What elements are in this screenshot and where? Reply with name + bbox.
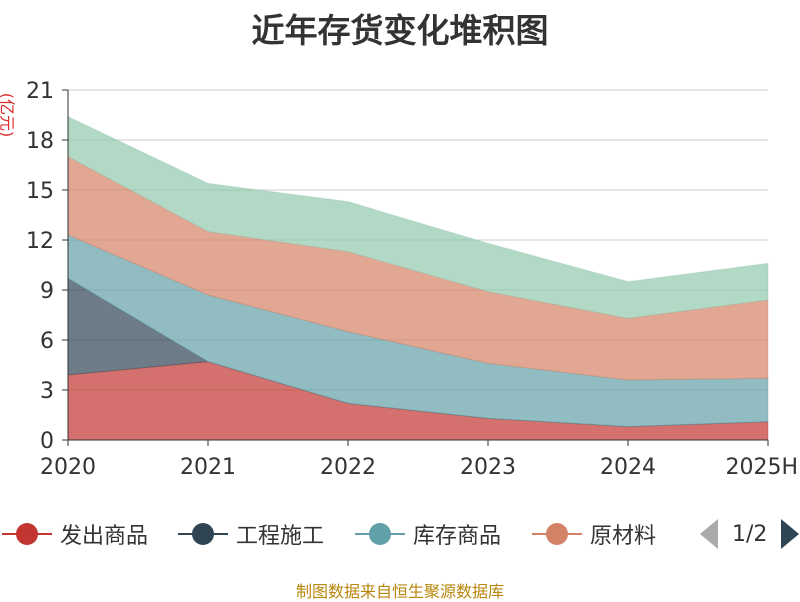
y-tick-label: 3 <box>40 379 54 404</box>
legend-item-1[interactable]: 工程施工 <box>178 514 324 554</box>
y-tick-label: 6 <box>40 329 54 354</box>
legend-item-2[interactable]: 库存商品 <box>355 514 501 554</box>
x-tick-label: 2020 <box>40 455 96 480</box>
area-series-4 <box>67 115 769 319</box>
legend-item-3[interactable]: 原材料 <box>532 514 656 554</box>
triangle-left-icon[interactable] <box>700 519 718 549</box>
legend-item-0[interactable]: 发出商品 <box>2 514 148 554</box>
legend-marker-icon <box>532 519 582 549</box>
axes <box>62 89 769 446</box>
y-tick-label: 18 <box>26 129 54 154</box>
x-tick-label: 2025H <box>725 455 798 480</box>
area-series-2 <box>67 234 769 428</box>
legend: 发出商品 工程施工 库存商品 原材料 <box>0 514 800 554</box>
data-source-note: 制图数据来自恒生聚源数据库 <box>295 582 504 601</box>
y-tick-labels: 0 3 6 9 12 15 18 21 <box>26 79 54 454</box>
legend-label: 发出商品 <box>60 524 149 549</box>
area-series-3 <box>67 155 769 381</box>
triangle-right-icon[interactable] <box>781 519 800 549</box>
x-tick-label: 2021 <box>180 455 236 480</box>
legend-marker-icon <box>178 519 228 549</box>
y-tick-label: 9 <box>40 279 54 304</box>
legend-marker-icon <box>355 519 405 549</box>
legend-page-indicator: 1/2 <box>732 521 768 547</box>
chart-title: 近年存货变化堆积图 <box>251 11 549 50</box>
x-tick-label: 2024 <box>600 455 656 480</box>
x-tick-labels: 2020 2021 2022 2023 2024 2025H <box>40 455 798 480</box>
y-tick-label: 12 <box>26 229 54 254</box>
y-tick-label: 15 <box>26 179 54 204</box>
legend-label: 工程施工 <box>236 524 325 549</box>
legend-label: 库存商品 <box>413 524 502 549</box>
y-tick-label: 21 <box>26 79 54 104</box>
x-tick-label: 2022 <box>320 455 376 480</box>
area-layers <box>67 115 769 441</box>
legend-pager: 1/2 <box>700 514 800 554</box>
legend-marker-icon <box>2 519 52 549</box>
legend-label: 原材料 <box>590 524 657 549</box>
x-tick-label: 2023 <box>460 455 516 480</box>
y-tick-label: 0 <box>40 429 54 454</box>
